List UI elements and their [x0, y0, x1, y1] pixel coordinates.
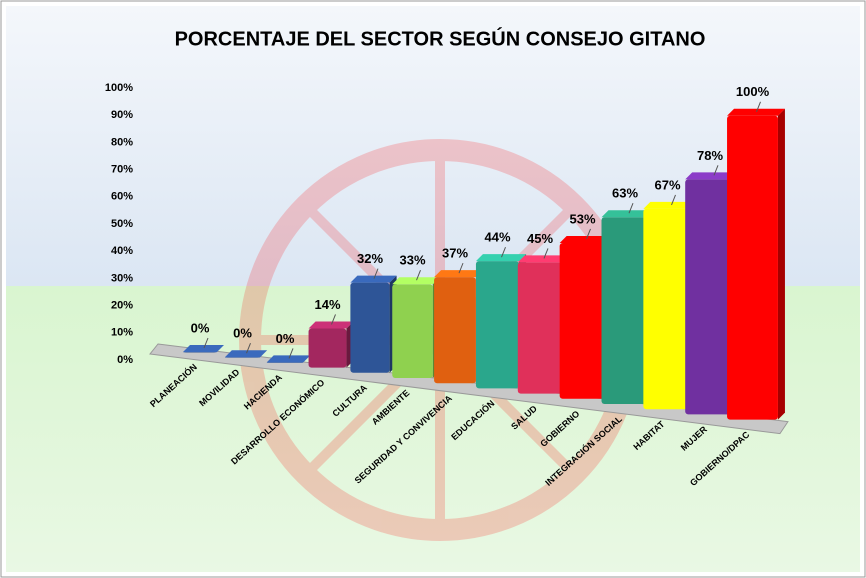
bar-top: [559, 235, 613, 243]
leader-line: [628, 203, 634, 214]
bar-top: [266, 355, 311, 363]
bar-top: [475, 254, 527, 262]
bar: [517, 262, 563, 394]
bar-top: [601, 210, 656, 218]
bar: [183, 352, 217, 353]
bar-top: [308, 321, 354, 329]
value-label: 33%: [399, 253, 425, 268]
bar: [559, 242, 606, 399]
bar-top: [727, 108, 785, 116]
value-label: 53%: [569, 211, 595, 226]
bar: [266, 362, 304, 363]
y-tick-label: 60%: [111, 191, 133, 203]
y-tick-label: 30%: [111, 272, 133, 284]
leader-line: [671, 194, 676, 206]
bar: [392, 284, 433, 378]
y-tick-label: 50%: [111, 218, 133, 230]
leader-line: [543, 248, 549, 259]
y-tick-label: 20%: [111, 300, 133, 312]
leader-line: [331, 314, 336, 325]
y-tick-label: 90%: [111, 109, 133, 121]
leader-line: [586, 228, 591, 240]
bar-top: [183, 345, 224, 352]
value-label: 78%: [697, 148, 723, 163]
value-label: 32%: [357, 251, 383, 266]
leader-line: [416, 270, 421, 281]
value-label: 14%: [314, 297, 340, 312]
bar-top: [392, 277, 440, 285]
y-tick-label: 100%: [105, 82, 133, 94]
bar: [727, 115, 778, 420]
value-label: 63%: [612, 186, 638, 201]
leader-line: [373, 268, 379, 279]
value-label: 67%: [654, 177, 680, 192]
bar-top: [517, 255, 570, 263]
bar-top: [643, 201, 699, 209]
y-tick-label: 70%: [111, 164, 133, 176]
bar-top: [224, 350, 268, 358]
value-label: 0%: [191, 320, 210, 335]
leader-line: [756, 101, 761, 112]
bar: [224, 357, 261, 358]
bar: [601, 217, 649, 404]
bar: [350, 282, 390, 373]
leader-line: [501, 246, 506, 258]
value-label: 45%: [527, 231, 553, 246]
bar: [475, 261, 520, 389]
y-tick-label: 0%: [117, 354, 133, 366]
leader-line: [713, 165, 719, 176]
chart-title: PORCENTAJE DEL SECTOR SEGÚN CONSEJO GITA…: [175, 26, 706, 50]
bar: [308, 328, 347, 368]
bar: [685, 179, 735, 415]
bar-side: [777, 108, 785, 420]
leader-line: [246, 343, 251, 354]
leader-line: [458, 262, 464, 274]
value-label: 37%: [442, 246, 468, 261]
leader-line: [288, 348, 294, 359]
bar: [643, 208, 692, 410]
y-tick-label: 40%: [111, 245, 133, 257]
value-label: 0%: [233, 326, 252, 341]
y-tick-label: 10%: [111, 327, 133, 339]
leader-line: [203, 337, 209, 349]
value-label: 100%: [736, 84, 770, 99]
y-tick-label: 80%: [111, 136, 133, 148]
bar-top: [434, 270, 483, 278]
bar: [434, 277, 476, 384]
value-label: 44%: [484, 230, 510, 245]
value-label: 0%: [276, 331, 295, 346]
bar-top: [350, 275, 397, 283]
